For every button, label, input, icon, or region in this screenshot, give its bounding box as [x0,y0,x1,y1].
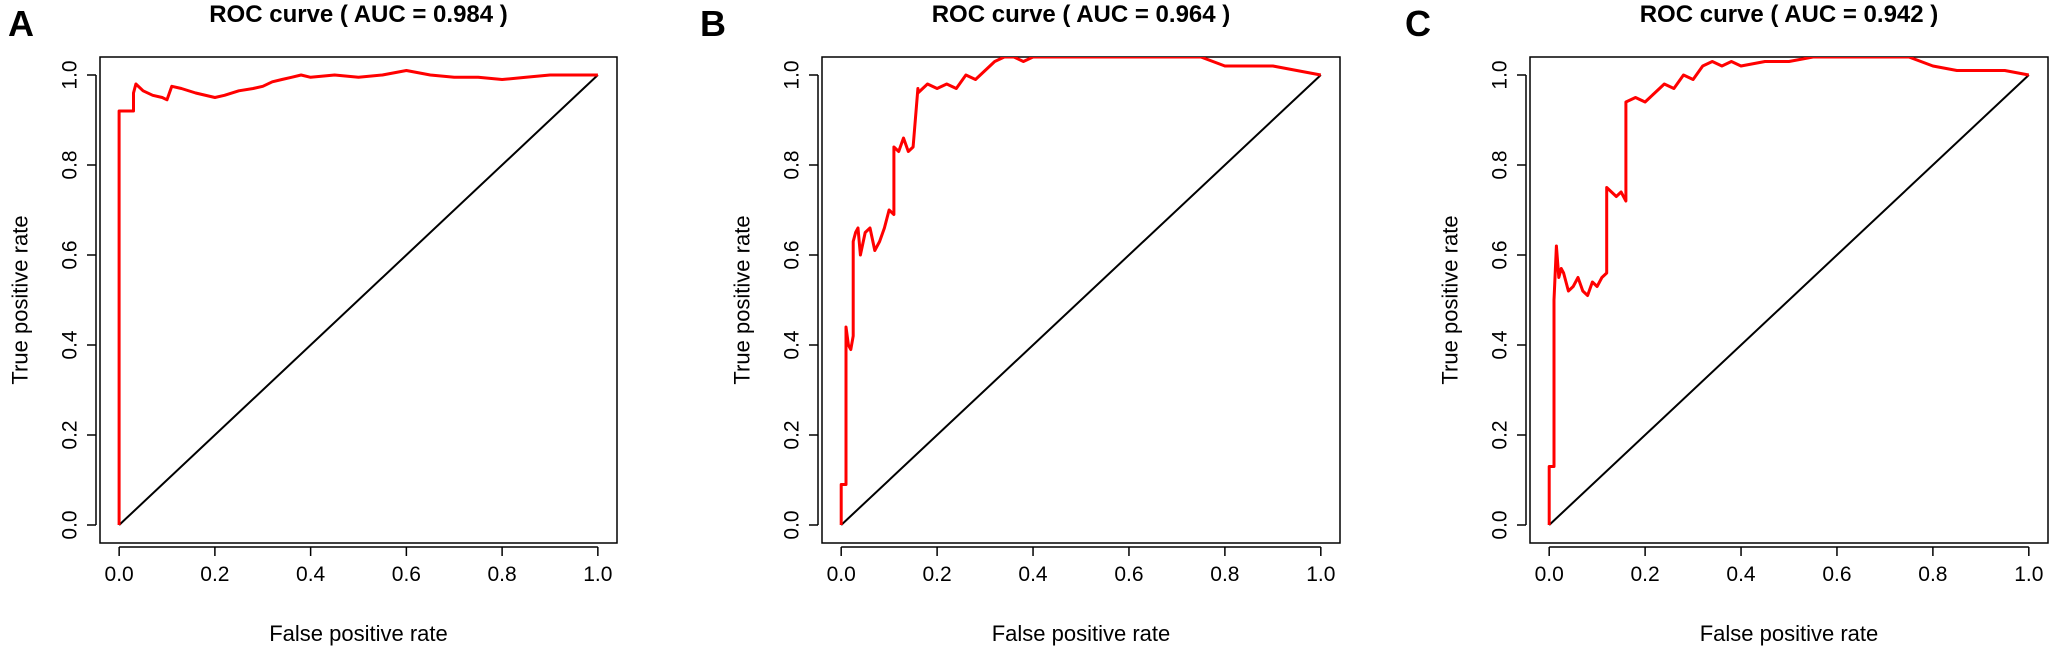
x-tick-label: 0.2 [200,563,229,586]
y-axis-label: True positive rate [8,215,33,384]
plot-frame [99,56,618,544]
x-axis-label: False positive rate [269,621,448,646]
chart-title: ROC curve ( AUC = 0.984 ) [209,1,508,28]
plot-frame [1529,56,2049,544]
panel-a: A ROC curve ( AUC = 0.984 ) 0.0 0.2 0.4 0.6 0.… [8,1,618,646]
y-tick-label: 0.8 [59,150,82,179]
panels-group: A ROC curve ( AUC = 0.984 ) 0.0 0.2 0.4 0.6 0.… [8,1,2049,646]
y-tick-label: 1.0 [59,60,82,89]
y-tick-label: 0.8 [1489,150,1512,179]
y-tick-label: 0.0 [781,510,804,539]
y-tick-label: 1.0 [1489,60,1512,89]
x-tick-label: 0.4 [1726,563,1756,586]
x-tick-label: 0.0 [105,563,134,586]
x-tick-label: 0.0 [827,563,856,586]
x-axis-label: False positive rate [992,621,1171,646]
roc-curve-line [839,57,1322,525]
plot-area [839,57,1322,526]
roc-curve-line [117,69,598,525]
panel-b: B ROC curve ( AUC = 0.964 ) 0.0 0.2 0.4 0.6 0.… [700,1,1341,646]
y-tick-label: 0.4 [781,330,804,360]
y-tick-label: 0.2 [59,420,82,449]
chart-title: ROC curve ( AUC = 0.964 ) [932,1,1231,28]
y-tick-label: 0.6 [59,240,82,269]
x-tick-label: 0.6 [1114,563,1143,586]
x-tick-label: 0.8 [1918,563,1947,586]
y-tick-label: 0.4 [59,330,82,360]
y-tick-label: 0.2 [1489,420,1512,449]
diagonal-reference-line [118,74,599,526]
x-tick-label: 0.4 [296,563,326,586]
diagonal-reference-line [840,74,1322,526]
diagonal-reference-line [1548,74,2030,526]
plot-area [117,69,599,526]
x-tick-label: 0.2 [923,563,952,586]
x-tick-label: 0.2 [1631,563,1660,586]
y-axis-label: True positive rate [730,215,755,384]
x-tick-label: 1.0 [583,563,612,586]
y-tick-label: 0.6 [1489,240,1512,269]
x-tick-label: 0.8 [1210,563,1239,586]
y-tick-label: 0.8 [781,150,804,179]
panel-letter: A [8,3,34,44]
y-tick-label: 0.0 [59,510,82,539]
y-tick-label: 1.0 [781,60,804,89]
x-tick-label: 0.6 [392,563,421,586]
y-tick-label: 0.2 [781,420,804,449]
x-axis-label: False positive rate [1700,621,1879,646]
x-tick-label: 0.8 [488,563,517,586]
panel-c: C ROC curve ( AUC = 0.942 ) 0.0 0.2 0.4 0.6 0.… [1405,1,2049,646]
x-tick-label: 1.0 [1306,563,1335,586]
y-axis-label: True positive rate [1438,215,1463,384]
chart-title: ROC curve ( AUC = 0.942 ) [1640,1,1939,28]
panel-letter: C [1405,3,1431,44]
y-tick-label: 0.4 [1489,330,1512,360]
panel-letter: B [700,3,726,44]
x-tick-label: 0.0 [1535,563,1564,586]
plot-area [1547,57,2030,526]
roc-curve-line [1547,57,2030,525]
x-tick-label: 0.4 [1018,563,1048,586]
x-tick-label: 1.0 [2014,563,2043,586]
y-tick-label: 0.6 [781,240,804,269]
x-tick-label: 0.6 [1822,563,1851,586]
y-tick-label: 0.0 [1489,510,1512,539]
